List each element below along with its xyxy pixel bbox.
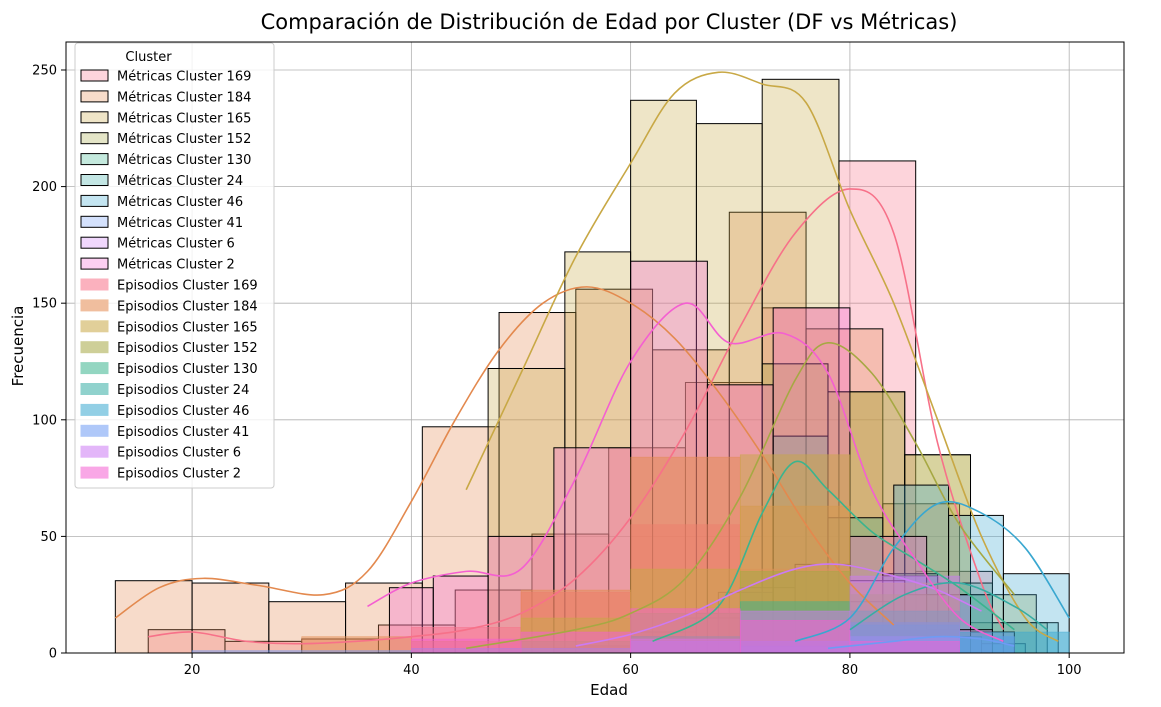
histogram-bars — [114, 78, 1070, 654]
legend-entry: Episodios Cluster 41 — [117, 425, 249, 440]
legend-entry: Métricas Cluster 152 — [117, 132, 251, 147]
legend-swatch — [80, 69, 109, 82]
kde-curve — [114, 286, 895, 626]
histogram-bar — [421, 426, 500, 654]
legend-swatch — [80, 424, 109, 437]
legend-entry: Métricas Cluster 184 — [117, 90, 251, 105]
legend-swatch — [80, 257, 109, 270]
legend-entry: Métricas Cluster 41 — [117, 216, 243, 231]
histogram-bar — [849, 641, 960, 654]
legend-swatch — [80, 215, 109, 228]
legend-entry: Métricas Cluster 2 — [117, 258, 235, 273]
legend-entry: Métricas Cluster 169 — [117, 70, 251, 85]
x-axis-label: Edad — [590, 681, 628, 699]
legend-swatch — [80, 403, 109, 416]
legend-entry: Episodios Cluster 24 — [117, 383, 249, 398]
kde-curve — [466, 342, 1015, 650]
kde-curve — [465, 71, 1059, 643]
histogram-bar — [520, 631, 631, 654]
kde-curve — [827, 635, 1015, 650]
legend-swatch — [80, 174, 109, 186]
legend-entry: Episodios Cluster 6 — [117, 446, 241, 461]
chart-title: Comparación de Distribución de Edad por … — [261, 10, 958, 34]
plot-area-frame — [65, 41, 1125, 654]
legend-entry: Episodios Cluster 152 — [117, 341, 258, 356]
legend-entry: Episodios Cluster 184 — [117, 299, 258, 314]
legend-swatch — [80, 153, 109, 166]
legend-swatch — [80, 341, 109, 354]
legend: Cluster Métricas Cluster 169 Métricas Clu… — [74, 42, 275, 489]
legend-entry: Métricas Cluster 24 — [117, 174, 243, 189]
legend-swatch — [80, 320, 109, 333]
legend-swatch — [80, 362, 109, 375]
legend-entry: Episodios Cluster 130 — [117, 362, 258, 377]
legend-entry: Métricas Cluster 6 — [117, 237, 235, 252]
legend-entry: Métricas Cluster 130 — [117, 153, 251, 168]
axis-ticks: 20 40 60 80 100 0 50 100 150 200 250 — [32, 63, 1081, 678]
histogram-bar — [411, 638, 522, 654]
legend-swatch — [80, 111, 109, 124]
y-tick-label: 50 — [40, 530, 57, 545]
legend-swatch — [80, 236, 109, 249]
kde-curve — [148, 188, 1005, 645]
legend-swatch — [80, 299, 109, 312]
kde-curves — [114, 71, 1070, 650]
kde-curve — [849, 581, 1048, 631]
x-tick-label: 80 — [842, 663, 859, 678]
legend-swatch — [80, 466, 109, 479]
legend-entry: Métricas Cluster 165 — [117, 111, 251, 126]
y-tick-label: 100 — [32, 413, 57, 428]
y-tick-label: 200 — [32, 180, 57, 195]
legend-title: Cluster — [125, 50, 172, 65]
legend-swatch — [80, 132, 109, 145]
kde-curve — [367, 302, 1004, 643]
legend-box — [74, 42, 275, 489]
x-tick-label: 40 — [403, 663, 420, 678]
legend-swatch — [80, 445, 109, 458]
legend-entry: Episodios Cluster 165 — [117, 320, 258, 335]
kde-curve — [652, 460, 1015, 643]
y-tick-label: 0 — [49, 647, 57, 662]
histogram-bar — [191, 582, 270, 654]
legend-swatch — [80, 278, 109, 291]
legend-swatch — [80, 90, 109, 103]
y-axis-label: Frecuencia — [9, 306, 27, 387]
x-tick-label: 100 — [1057, 663, 1082, 678]
histogram-bar — [114, 580, 193, 654]
x-tick-label: 20 — [184, 663, 201, 678]
x-tick-label: 60 — [622, 663, 639, 678]
legend-entry: Episodios Cluster 169 — [117, 279, 258, 294]
kde-curve — [794, 500, 1070, 643]
legend-swatch — [80, 194, 109, 207]
legend-entry: Métricas Cluster 46 — [117, 195, 243, 210]
legend-entry: Episodios Cluster 46 — [117, 404, 249, 419]
legend-swatch — [80, 383, 109, 395]
kde-curve — [575, 563, 982, 647]
y-tick-label: 150 — [32, 297, 57, 312]
legend-entry: Episodios Cluster 2 — [117, 467, 241, 482]
y-tick-label: 250 — [32, 63, 57, 78]
